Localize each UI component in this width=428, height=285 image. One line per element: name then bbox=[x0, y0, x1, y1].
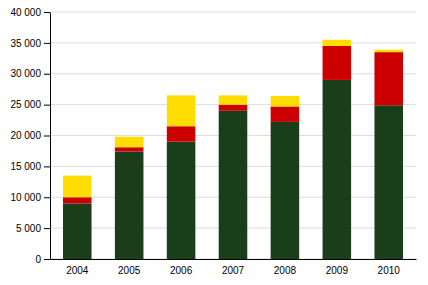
bar bbox=[115, 152, 144, 259]
bar bbox=[271, 122, 300, 259]
y-tick-mark bbox=[44, 136, 50, 137]
x-tick-label: 2007 bbox=[222, 265, 245, 276]
x-tick-label: 2005 bbox=[118, 265, 141, 276]
x-tick: 2007 bbox=[222, 265, 245, 276]
plot-area: 0 5 000 10 000 15 000 20 000 25 000 30 000 35 0… bbox=[10, 7, 416, 276]
grid bbox=[50, 12, 416, 259]
x-axis: 2004 2005 2006 2007 2008 2009 2010 bbox=[51, 260, 417, 277]
bar bbox=[374, 50, 403, 52]
bar bbox=[219, 111, 248, 259]
bar bbox=[115, 147, 144, 151]
x-tick: 2006 bbox=[170, 265, 193, 276]
bar bbox=[323, 80, 352, 259]
bar bbox=[167, 142, 196, 259]
y-tick-mark bbox=[44, 228, 50, 229]
y-tick-mark bbox=[44, 12, 50, 13]
y-tick-label: 25 000 bbox=[10, 99, 41, 110]
y-tick-mark bbox=[44, 74, 50, 75]
bar bbox=[63, 176, 92, 198]
y-tick: 35 000 bbox=[10, 38, 50, 49]
y-axis: 0 5 000 10 000 15 000 20 000 25 000 30 000 35 0… bbox=[10, 7, 50, 265]
bar-series bbox=[63, 80, 403, 259]
bar bbox=[219, 95, 248, 104]
bar bbox=[374, 105, 403, 259]
grid-line bbox=[50, 73, 416, 74]
y-tick-label: 0 bbox=[35, 254, 41, 265]
bar-series bbox=[63, 46, 403, 203]
y-tick: 40 000 bbox=[10, 7, 50, 18]
y-tick: 30 000 bbox=[10, 68, 50, 79]
y-tick-label: 30 000 bbox=[10, 68, 41, 79]
y-tick-label: 40 000 bbox=[10, 7, 41, 18]
y-tick-label: 20 000 bbox=[10, 130, 41, 141]
y-tick: 10 000 bbox=[10, 192, 50, 203]
y-tick: 25 000 bbox=[10, 99, 50, 110]
y-tick-mark bbox=[44, 259, 50, 260]
x-tick: 2008 bbox=[274, 265, 297, 276]
y-tick: 20 000 bbox=[10, 130, 50, 141]
x-tick-label: 2004 bbox=[66, 265, 89, 276]
x-tick-label: 2006 bbox=[170, 265, 193, 276]
x-axis-line bbox=[51, 259, 417, 260]
y-tick-mark bbox=[44, 43, 50, 44]
y-tick-label: 15 000 bbox=[10, 161, 41, 172]
bars bbox=[63, 40, 403, 259]
x-tick-label: 2010 bbox=[378, 265, 401, 276]
bar bbox=[323, 46, 352, 80]
y-tick: 0 bbox=[35, 254, 50, 265]
grid-line bbox=[50, 42, 416, 43]
x-tick: 2010 bbox=[378, 265, 401, 276]
y-tick-mark bbox=[44, 105, 50, 106]
y-axis-line bbox=[50, 13, 51, 260]
y-tick: 5 000 bbox=[16, 223, 50, 234]
bar-series bbox=[63, 40, 403, 197]
chart: 0 5 000 10 000 15 000 20 000 25 000 30 000 35 0… bbox=[0, 0, 428, 285]
bar bbox=[219, 105, 248, 111]
bar bbox=[63, 203, 92, 259]
bar bbox=[271, 96, 300, 106]
y-tick-label: 35 000 bbox=[10, 38, 41, 49]
x-tick-label: 2009 bbox=[326, 265, 349, 276]
y-tick-label: 10 000 bbox=[10, 192, 41, 203]
y-tick-mark bbox=[44, 197, 50, 198]
x-tick-label: 2008 bbox=[274, 265, 297, 276]
bar bbox=[323, 40, 352, 46]
grid-line bbox=[50, 12, 416, 13]
bar bbox=[115, 137, 144, 147]
bar bbox=[374, 52, 403, 105]
y-tick-label: 5 000 bbox=[16, 223, 41, 234]
bar bbox=[63, 197, 92, 203]
bar bbox=[167, 126, 196, 141]
bar bbox=[271, 106, 300, 121]
y-tick: 15 000 bbox=[10, 161, 50, 172]
x-tick: 2009 bbox=[326, 265, 349, 276]
bar bbox=[167, 95, 196, 126]
x-tick: 2004 bbox=[66, 265, 89, 276]
x-tick: 2005 bbox=[118, 265, 141, 276]
y-tick-mark bbox=[44, 166, 50, 167]
